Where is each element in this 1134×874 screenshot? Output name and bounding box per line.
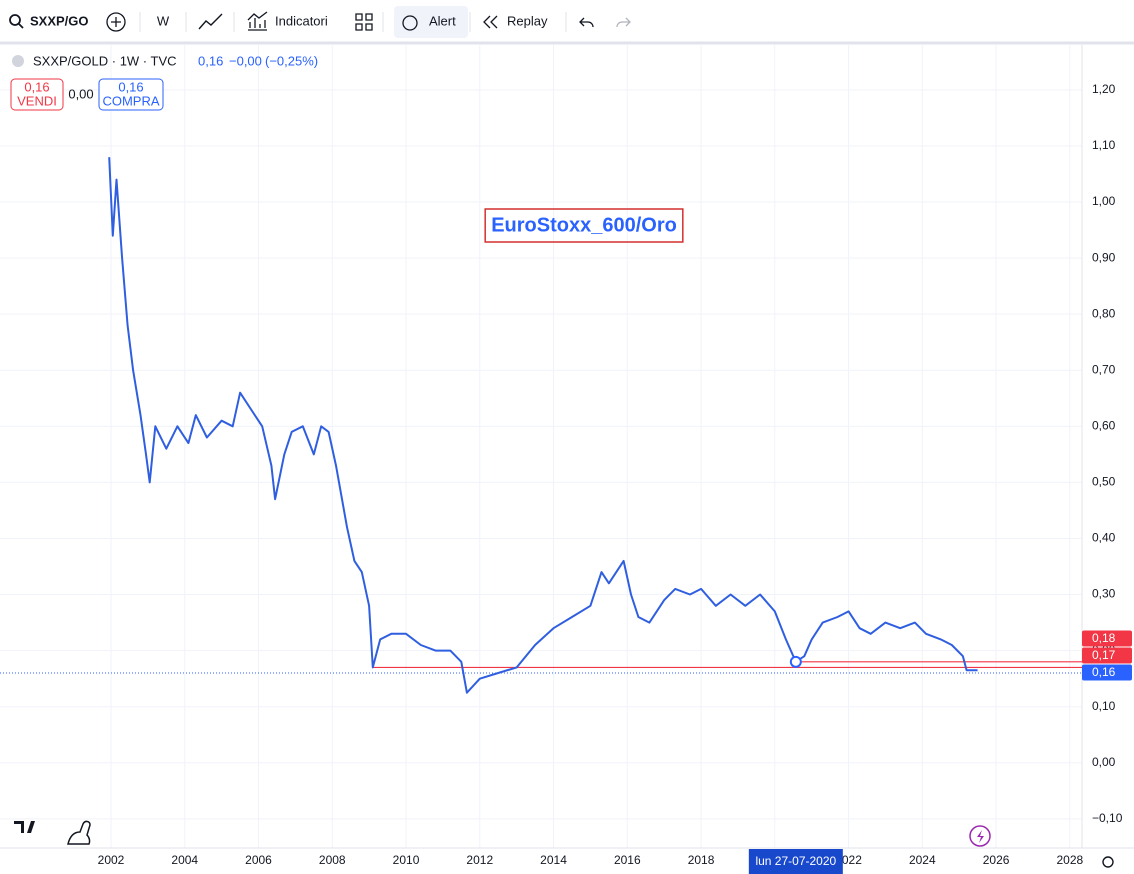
y-tick-label: 0,80	[1092, 306, 1116, 320]
y-tick-label: 0,90	[1092, 250, 1116, 264]
legend: SXXP/GOLD · 1W · TVC 0,16 −0,00 (−0,25%)…	[10, 53, 318, 111]
ray-anchor	[789, 655, 802, 668]
buy-price: 0,16	[118, 79, 143, 94]
chart-type[interactable]	[198, 13, 223, 30]
sell-label: VENDI	[17, 93, 57, 108]
alert[interactable]: Alert	[429, 13, 456, 28]
x-tick-label: 2016	[614, 853, 641, 867]
settings-icon[interactable]	[1102, 856, 1114, 868]
y-tick-label: 0,30	[1092, 587, 1116, 601]
legend-price: 0,16	[198, 53, 223, 68]
symbol-logo	[12, 55, 24, 67]
crosshair-label: lun 27-07-2020	[755, 854, 836, 868]
news-icon-bolt	[977, 830, 984, 843]
x-tick-label: 2012	[466, 853, 493, 867]
crosshair-label-box	[748, 849, 843, 874]
symbol[interactable]: SXXP/GO	[30, 13, 89, 28]
x-tick-label: 2028	[1056, 853, 1083, 867]
x-tick-label: 2018	[688, 853, 715, 867]
annotation-box	[484, 208, 684, 243]
y-tick-label: 1,00	[1092, 194, 1116, 208]
legend-title: SXXP/GOLD · 1W · TVC	[33, 53, 177, 68]
toolbar: SXXP/GO W Indicatori Alert Replay	[0, 6, 1134, 45]
y-tick-label: −0,10	[1092, 811, 1123, 825]
add-symbol[interactable]	[106, 12, 126, 32]
price-label: 0,17	[1092, 648, 1116, 662]
price-label: 0,16	[1092, 665, 1116, 679]
tradingview-logo	[14, 821, 35, 833]
price-line	[108, 157, 978, 694]
sell-price: 0,16	[24, 79, 49, 94]
buy-button[interactable]	[98, 78, 164, 111]
indicators-icon[interactable]	[247, 11, 268, 31]
layouts-icon[interactable]	[355, 13, 373, 31]
y-tick-label: 0,00	[1092, 755, 1116, 769]
price-label: 0,18	[1092, 631, 1116, 645]
y-tick-label: 1,20	[1092, 82, 1116, 96]
replay[interactable]: Replay	[507, 13, 548, 28]
x-tick-label: 2026	[983, 853, 1010, 867]
y-tick-label: 0,40	[1092, 531, 1116, 545]
spread: 0,00	[68, 86, 93, 101]
y-tick-label: 0,60	[1092, 418, 1116, 432]
y-tick-label: 0,70	[1092, 362, 1116, 376]
x-tick-label: 2004	[171, 853, 198, 867]
dino-icon[interactable]	[67, 820, 91, 845]
y-tick-label: 0,50	[1092, 475, 1116, 489]
legend-change-pct: (−0,25%)	[265, 53, 318, 68]
y-tick-label: 0,10	[1092, 699, 1116, 713]
x-tick-label: 2006	[245, 853, 272, 867]
redo[interactable]	[616, 17, 631, 28]
x-tick-label: 2002	[98, 853, 125, 867]
news-icon[interactable]	[969, 825, 991, 847]
sell-button[interactable]	[10, 78, 64, 111]
alert-icon	[402, 15, 418, 31]
annotation: EuroStoxx_600/Oro	[491, 214, 677, 236]
price-label-box	[1082, 647, 1132, 664]
x-tick-label: 2010	[393, 853, 420, 867]
chart: −0,100,000,100,200,300,400,500,600,700,8…	[0, 45, 1134, 874]
x-tick-label: 2008	[319, 853, 346, 867]
price-label-box	[1082, 664, 1132, 681]
buy-label: COMPRA	[102, 93, 159, 108]
undo[interactable]	[579, 17, 594, 28]
indicators[interactable]: Indicatori	[275, 13, 328, 28]
interval[interactable]: W	[157, 13, 170, 28]
add-symbol-icon	[111, 17, 121, 27]
legend-change: −0,00	[229, 53, 262, 68]
search-icon	[18, 23, 24, 29]
replay-icon[interactable]	[483, 15, 498, 29]
x-tick-label: 2014	[540, 853, 567, 867]
price-label-box	[1082, 630, 1132, 647]
x-tick-label: 2024	[909, 853, 936, 867]
y-tick-label: 1,10	[1092, 138, 1116, 152]
search-icon[interactable]	[9, 14, 21, 26]
